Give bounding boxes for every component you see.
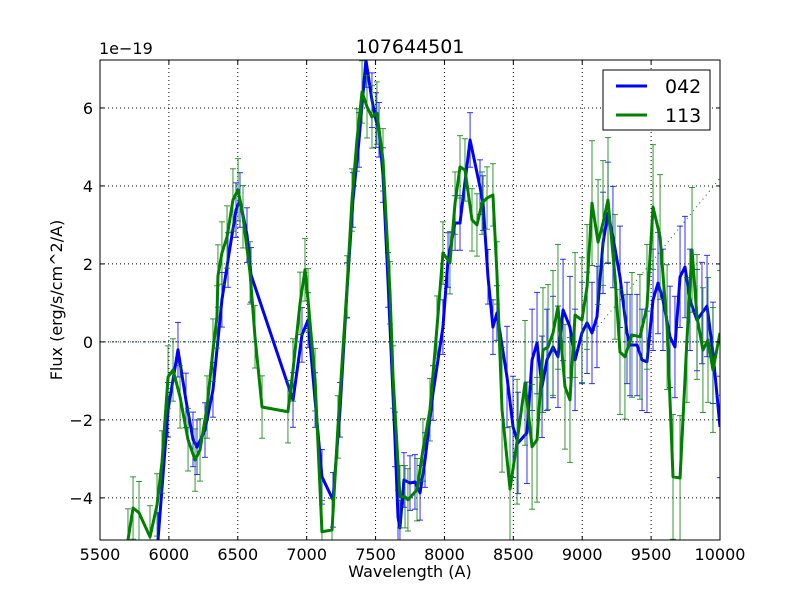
x-tick-label: 9500 bbox=[631, 545, 672, 564]
x-tick-label: 9000 bbox=[562, 545, 603, 564]
x-tick-label: 10000 bbox=[695, 545, 746, 564]
x-tick-label: 8000 bbox=[424, 545, 465, 564]
x-tick-label: 5500 bbox=[80, 545, 121, 564]
y-tick-label: 2 bbox=[83, 255, 93, 274]
plot-area bbox=[100, 60, 720, 540]
y-tick-label: 6 bbox=[83, 99, 93, 118]
y-tick-label: 0 bbox=[83, 333, 93, 352]
y-tick-label: −2 bbox=[69, 411, 93, 430]
x-tick-label: 8500 bbox=[493, 545, 534, 564]
y-tick-label: 4 bbox=[83, 177, 93, 196]
y-tick-label: −4 bbox=[69, 489, 93, 508]
x-tick-label: 7500 bbox=[355, 545, 396, 564]
y-axis-label: Flux (erg/s/cm^2/A) bbox=[47, 220, 66, 381]
legend-label-042: 042 bbox=[665, 76, 701, 98]
legend: 042 113 bbox=[602, 69, 711, 131]
x-axis-label: Wavelength (A) bbox=[348, 562, 471, 581]
series-line-113 bbox=[126, 90, 720, 540]
ticks: 5500 6000 6500 7000 7500 8000 8500 9000 9500 1000… bbox=[69, 60, 745, 564]
y-offset-label: 1e−19 bbox=[99, 39, 153, 58]
x-tick-label: 7000 bbox=[286, 545, 327, 564]
legend-box bbox=[602, 69, 711, 131]
axes-frame bbox=[99, 59, 721, 541]
x-tick-label: 6500 bbox=[217, 545, 258, 564]
chart-title: 107644501 bbox=[356, 36, 465, 58]
series-113 bbox=[124, 60, 720, 540]
legend-label-113: 113 bbox=[665, 105, 701, 127]
x-tick-label: 6000 bbox=[149, 545, 190, 564]
